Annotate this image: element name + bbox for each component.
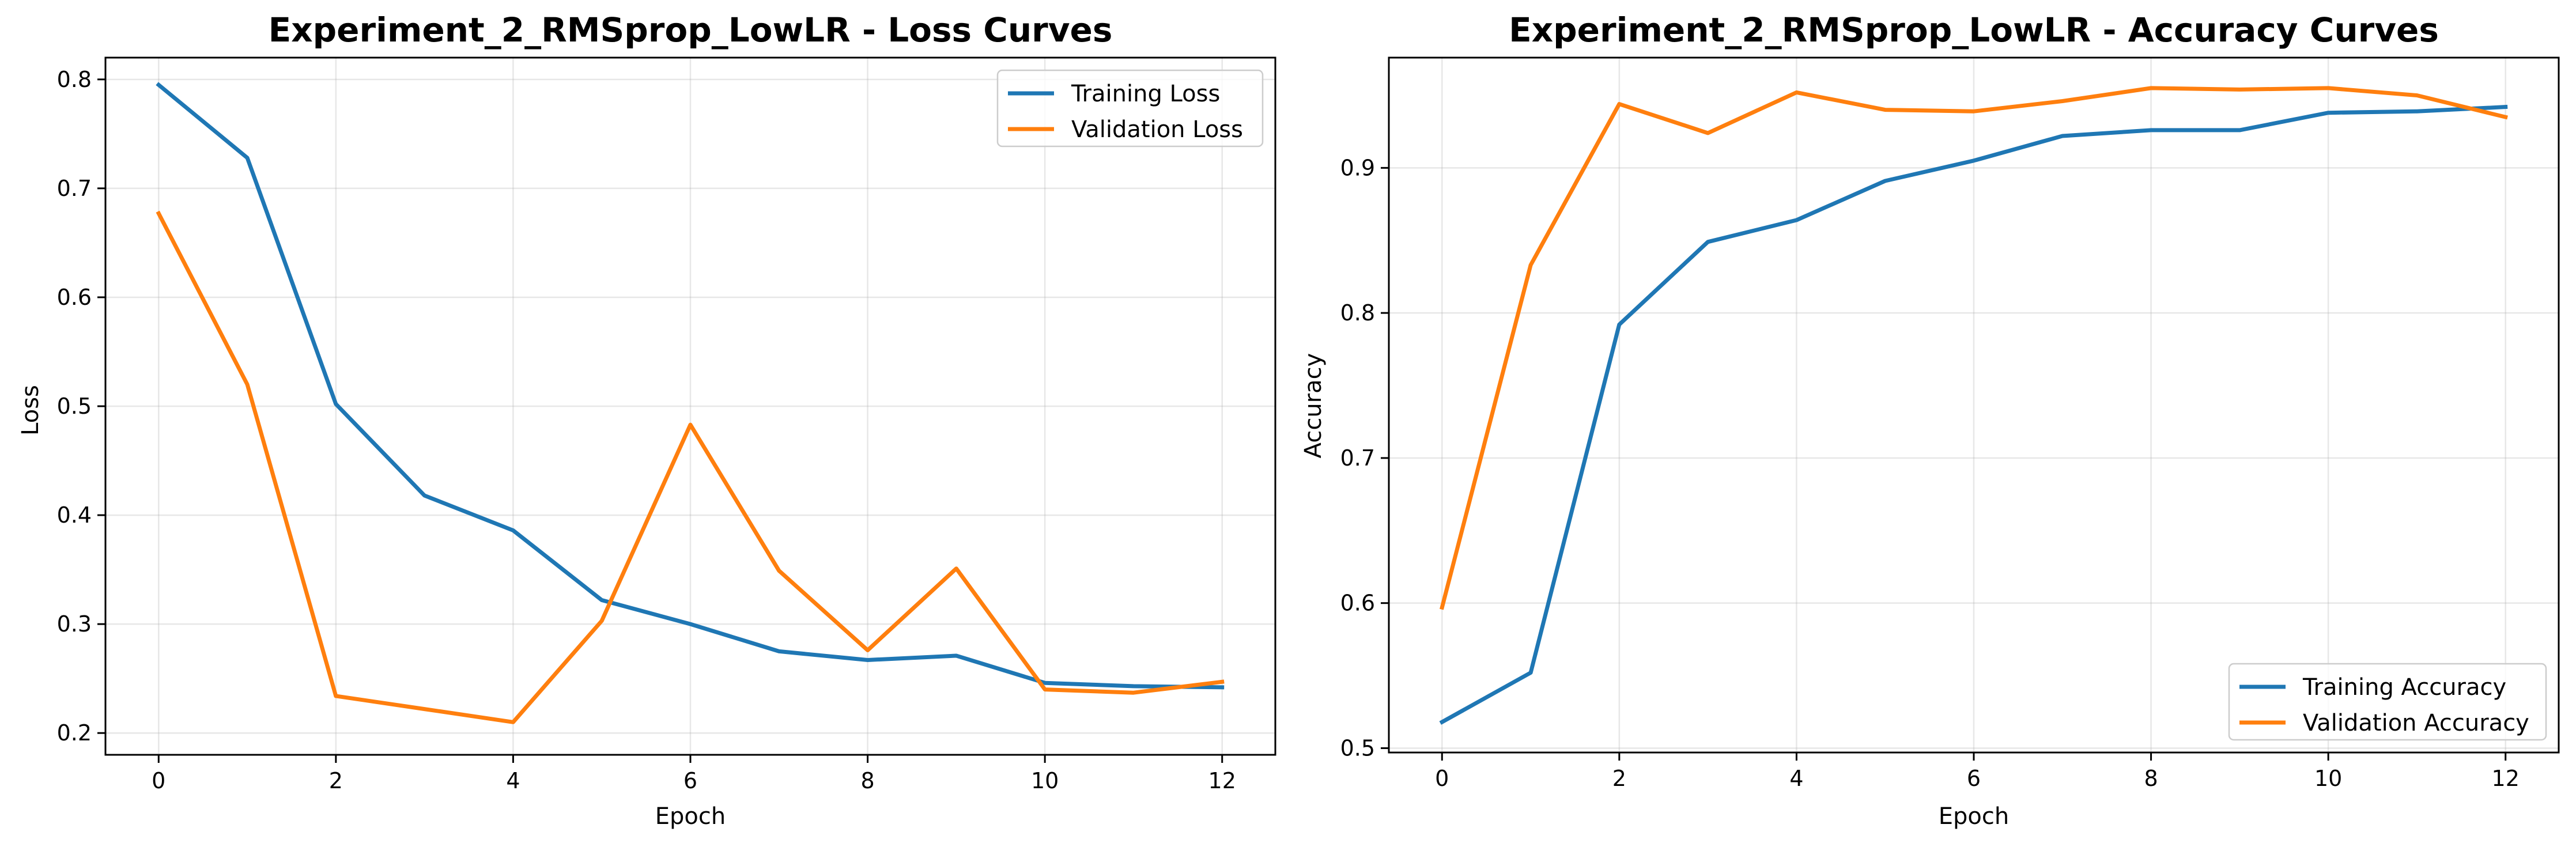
loss-xtick-label-6: 12 xyxy=(1208,768,1236,793)
loss-series-training-loss xyxy=(156,82,1225,690)
loss-series-validation-loss xyxy=(156,210,1225,724)
accuracy-xtick-label-5: 10 xyxy=(2314,766,2342,791)
loss-xtick-label-3: 6 xyxy=(683,768,697,793)
accuracy-series-validation-accuracy xyxy=(1440,86,2508,610)
accuracy-xtick-label-0: 0 xyxy=(1435,766,1449,791)
loss-xtick-label-5: 10 xyxy=(1031,768,1059,793)
loss-ytick-label-0: 0.2 xyxy=(57,720,92,746)
accuracy-ytick-label-4: 0.9 xyxy=(1340,155,1375,180)
accuracy-ytick-label-3: 0.8 xyxy=(1340,300,1375,326)
loss-chart: Experiment_2_RMSprop_LowLR - Loss Curves… xyxy=(17,10,1276,830)
loss-xtick-label-0: 0 xyxy=(152,768,165,793)
loss-chart-title: Experiment_2_RMSprop_LowLR - Loss Curves xyxy=(269,10,1113,50)
accuracy-legend-box xyxy=(2228,663,2547,741)
loss-xtick-label-4: 8 xyxy=(860,768,874,793)
loss-ytick-label-6: 0.8 xyxy=(57,67,92,92)
accuracy-series-training-accuracy xyxy=(1439,104,2508,725)
accuracy-xtick-label-3: 6 xyxy=(1967,766,1981,791)
accuracy-xtick-label-4: 8 xyxy=(2144,766,2158,791)
accuracy-legend: Training Accuracy Validation Accuracy xyxy=(2228,663,2547,741)
loss-legend: Training Loss Validation Loss xyxy=(996,69,1264,148)
loss-chart-ylabel: Loss xyxy=(17,385,44,436)
accuracy-ytick-label-2: 0.7 xyxy=(1340,445,1375,471)
accuracy-chart: Experiment_2_RMSprop_LowLR - Accuracy Cu… xyxy=(1300,10,2560,830)
loss-ytick-label-1: 0.3 xyxy=(57,611,92,637)
accuracy-legend-label-1: Validation Accuracy xyxy=(2303,710,2529,736)
accuracy-chart-xlabel: Epoch xyxy=(1939,803,2009,830)
accuracy-xtick-label-6: 12 xyxy=(2492,766,2520,791)
loss-legend-label-0: Training Loss xyxy=(1071,81,1220,107)
loss-legend-box xyxy=(996,69,1264,148)
loss-ytick-label-3: 0.5 xyxy=(57,394,92,419)
accuracy-legend-label-0: Training Accuracy xyxy=(2302,674,2506,701)
loss-ytick-label-2: 0.4 xyxy=(57,502,92,528)
accuracy-xtick-label-2: 4 xyxy=(1789,766,1803,791)
accuracy-ytick-label-0: 0.5 xyxy=(1340,735,1375,761)
loss-xtick-label-2: 4 xyxy=(506,768,520,793)
accuracy-ytick-label-1: 0.6 xyxy=(1340,591,1375,616)
accuracy-chart-ylabel: Accuracy xyxy=(1300,353,1327,459)
accuracy-xtick-label-1: 2 xyxy=(1612,766,1626,791)
loss-legend-label-1: Validation Loss xyxy=(1071,116,1243,143)
loss-ytick-label-5: 0.7 xyxy=(57,176,92,201)
loss-chart-xlabel: Epoch xyxy=(655,803,726,830)
accuracy-grid xyxy=(1389,58,2559,753)
loss-ytick-label-4: 0.6 xyxy=(57,285,92,310)
accuracy-chart-title: Experiment_2_RMSprop_LowLR - Accuracy Cu… xyxy=(1509,10,2439,50)
loss-xtick-label-1: 2 xyxy=(329,768,343,793)
